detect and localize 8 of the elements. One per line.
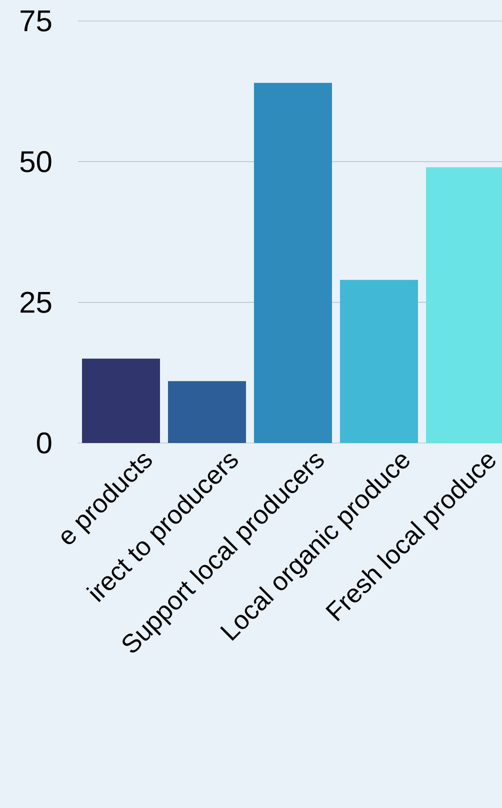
bar [82,358,160,443]
y-tick-label: 50 [20,151,52,172]
y-tick-label: 0 [36,432,52,454]
bar [254,82,332,443]
y-tick-label: 75 [20,10,52,32]
bar [168,381,246,443]
y-tick-label: 25 [20,292,52,313]
bar [340,280,418,443]
